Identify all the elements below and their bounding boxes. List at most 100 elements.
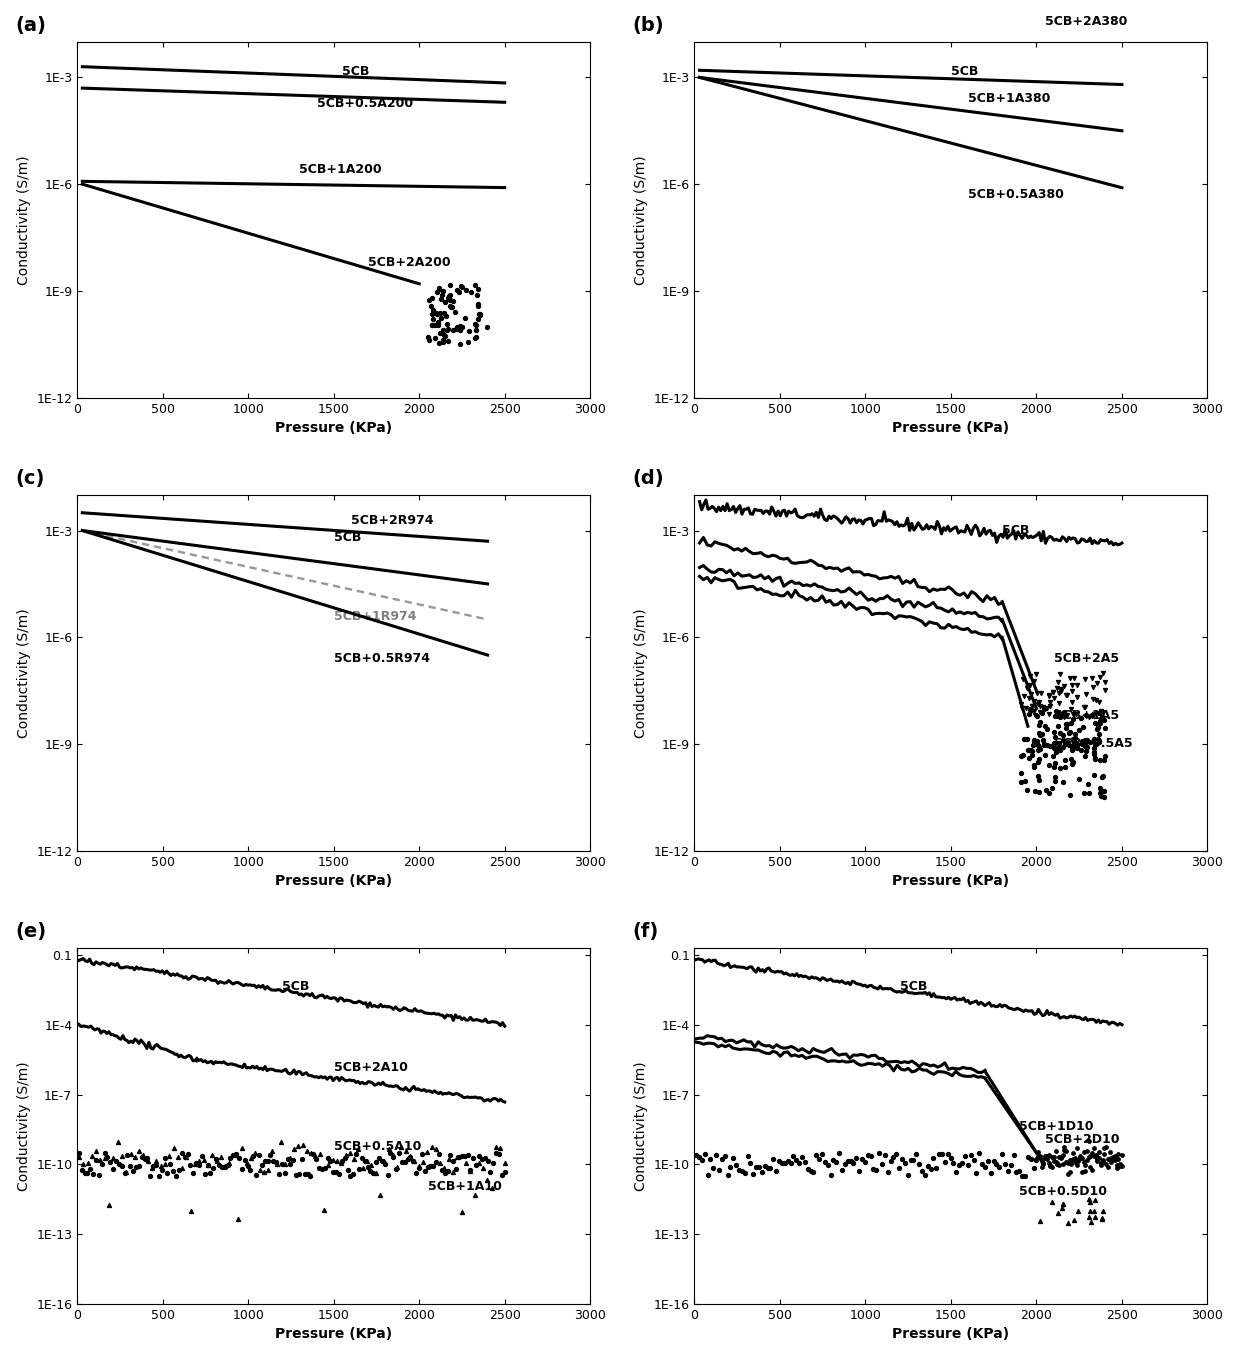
Point [1074,782,1094,804]
Point [429,277,449,299]
Point [1063,674,1083,695]
X-axis label: Pressure (KPa): Pressure (KPa) [893,1327,1009,1342]
Point [263,1150,283,1172]
Text: (e): (e) [16,922,47,941]
Point [746,1156,766,1177]
Point [1028,766,1048,788]
Point [1053,1153,1073,1175]
Text: 5CB+2A5: 5CB+2A5 [1054,652,1118,665]
Point [309,1157,329,1179]
Point [432,307,451,329]
Point [1090,702,1110,724]
Point [1054,703,1074,725]
Point [1074,695,1094,717]
Point [1094,709,1114,731]
Point [1061,754,1081,775]
Point [1022,701,1042,722]
Point [1076,683,1096,705]
Point [810,1149,830,1171]
Point [223,1145,243,1167]
Point [823,1149,843,1171]
Point [1003,1143,1023,1165]
Point [1094,663,1114,684]
Point [467,293,487,315]
Point [438,1161,458,1183]
Point [458,1143,477,1165]
Point [1048,1152,1068,1173]
Point [465,274,485,296]
Point [1027,1148,1047,1169]
Point [1053,1192,1073,1214]
Point [184,1162,203,1184]
Point [422,314,441,335]
Point [366,1150,386,1172]
Point [450,315,470,337]
Point [1021,740,1040,762]
Point [254,1161,274,1183]
Point [1084,1146,1104,1168]
Point [1085,1190,1105,1211]
Point [449,1146,469,1168]
Point [232,1137,252,1158]
Point [272,1153,291,1175]
Point [1044,1146,1064,1168]
Point [1048,671,1068,693]
Point [272,1131,291,1153]
Point [1075,733,1095,755]
Point [1037,778,1056,800]
Point [1061,748,1081,770]
Point [1075,746,1095,767]
Point [425,315,445,337]
Point [821,1164,841,1186]
Point [1060,1161,1080,1183]
Point [175,1146,195,1168]
Point [103,1158,123,1180]
Point [1012,762,1032,784]
Point [1085,741,1105,763]
Point [1071,708,1091,729]
Point [875,1143,895,1165]
Point [1044,705,1064,727]
Point [177,1143,197,1165]
Point [1101,1146,1121,1168]
Point [1029,1210,1049,1232]
Point [477,1150,497,1172]
Point [300,1165,320,1187]
Point [1014,728,1034,750]
Point [394,1152,414,1173]
Point [1017,678,1037,699]
Point [295,1164,315,1186]
Point [446,318,466,340]
Point [91,1149,110,1171]
Point [1028,1142,1048,1164]
Point [872,1153,892,1175]
Point [192,1146,212,1168]
Point [889,1157,909,1179]
Point [246,1142,265,1164]
Text: 5CB: 5CB [1002,524,1029,536]
Point [1040,691,1060,713]
Point [221,1148,241,1169]
Point [1089,724,1109,746]
Point [1053,724,1073,746]
Point [275,1153,295,1175]
Point [1032,1156,1052,1177]
Point [215,1156,234,1177]
Point [812,1143,832,1165]
Point [1029,691,1049,713]
Point [433,330,453,352]
Point [420,1156,440,1177]
Text: 5CB: 5CB [283,980,310,994]
Point [232,1158,252,1180]
Point [69,1142,89,1164]
Point [1053,1196,1073,1218]
Point [1059,722,1079,744]
Point [206,1148,226,1169]
Point [314,1199,334,1221]
Point [1037,1149,1056,1171]
Point [981,1162,1001,1184]
Point [972,1153,992,1175]
Point [448,1146,467,1168]
Point [438,319,458,341]
Point [401,1146,420,1168]
